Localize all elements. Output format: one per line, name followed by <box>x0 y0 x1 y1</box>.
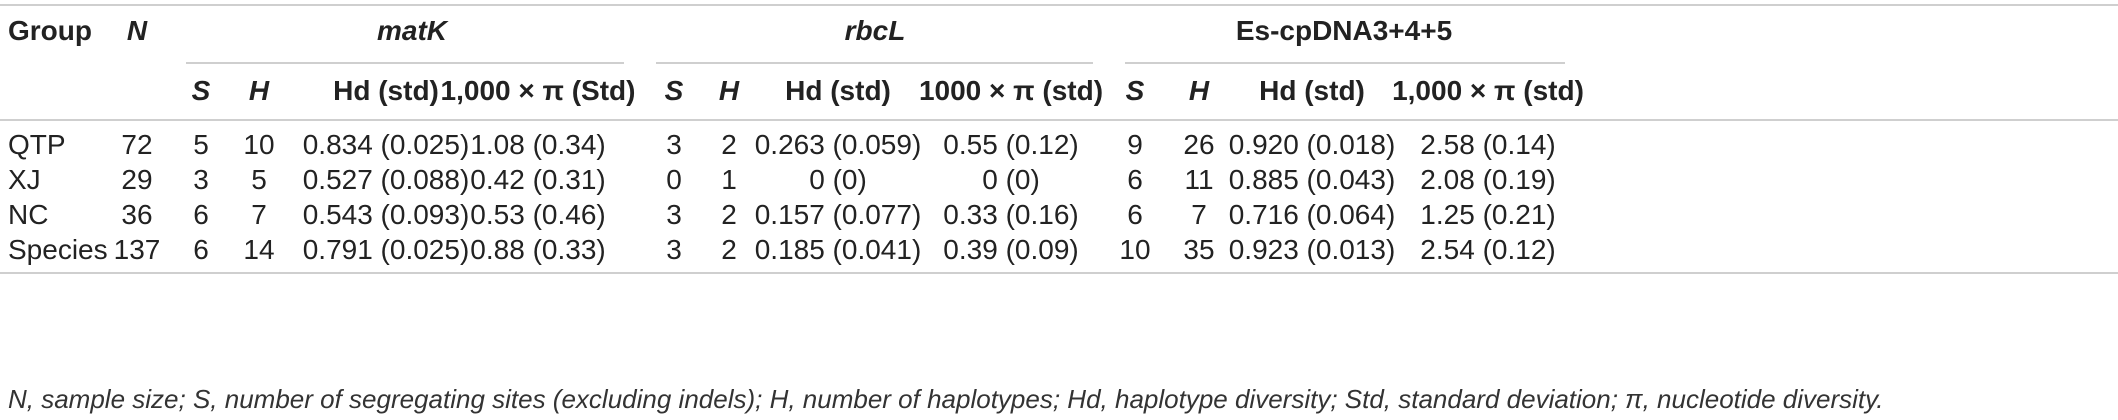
table-cell: 26 <box>1183 129 1215 160</box>
table-cell: 0.791 (0.025) <box>302 234 470 265</box>
header-group: Group <box>8 15 92 46</box>
table-cell: 0.543 (0.093) <box>302 199 470 230</box>
table-cell: 0.834 (0.025) <box>302 129 470 160</box>
rbcl-span-rule <box>656 62 1093 64</box>
subheader-matk-hd: Hd (std) <box>333 75 439 106</box>
subheader-matk-pi: 1,000 × π (Std) <box>440 75 636 106</box>
table-cell: 7 <box>1191 199 1207 230</box>
table-cell: 5 <box>251 164 267 195</box>
table-cell: 0.923 (0.013) <box>1228 234 1396 265</box>
table-cell: 1.25 (0.21) <box>1420 199 1556 230</box>
table-cell: 0.885 (0.043) <box>1228 164 1396 195</box>
row-label: XJ <box>8 164 41 195</box>
subheader-rbcl-pi: 1000 × π (std) <box>918 75 1104 106</box>
table-cell: 2.54 (0.12) <box>1420 234 1556 265</box>
table-cell: 7 <box>251 199 267 230</box>
escpdna-span-rule <box>1125 62 1565 64</box>
header-n: N <box>126 15 148 46</box>
subheader-escpdna-h: H <box>1188 75 1210 106</box>
table-cell: 0.716 (0.064) <box>1228 199 1396 230</box>
table-cell: 0.55 (0.12) <box>943 129 1079 160</box>
row-label: NC <box>8 199 49 230</box>
header-bottom-rule <box>0 119 2118 121</box>
table-cell: 0.157 (0.077) <box>754 199 922 230</box>
table-cell: 72 <box>121 129 153 160</box>
table-cell: 2 <box>721 234 737 265</box>
table-cell: 0 (0) <box>982 164 1040 195</box>
subheader-matk-s: S <box>191 75 211 106</box>
table-cell: 5 <box>193 129 209 160</box>
table-cell: 3 <box>666 129 682 160</box>
table-cell: 0 (0) <box>809 164 867 195</box>
table-cell: 2 <box>721 199 737 230</box>
header-escpdna: Es-cpDNA3+4+5 <box>1235 15 1453 46</box>
table-cell: 0 <box>666 164 682 195</box>
header-rbcl: rbcL <box>844 15 906 46</box>
table-cell: 0.263 (0.059) <box>754 129 922 160</box>
table-cell: 10 <box>243 129 275 160</box>
subheader-rbcl-hd: Hd (std) <box>785 75 891 106</box>
table-cell: 3 <box>666 199 682 230</box>
table-cell: 137 <box>113 234 161 265</box>
table-cell: 14 <box>243 234 275 265</box>
row-label: Species <box>8 234 108 265</box>
table-cell: 0.185 (0.041) <box>754 234 922 265</box>
table-cell: 3 <box>193 164 209 195</box>
table-cell: 1.08 (0.34) <box>470 129 606 160</box>
table-cell: 0.39 (0.09) <box>943 234 1079 265</box>
table-cell: 0.920 (0.018) <box>1228 129 1396 160</box>
subheader-matk-h: H <box>248 75 270 106</box>
table-cell: 2.58 (0.14) <box>1420 129 1556 160</box>
table-cell: 6 <box>193 199 209 230</box>
header-matk: matK <box>376 15 448 46</box>
table-cell: 0.33 (0.16) <box>943 199 1079 230</box>
table-cell: 0.527 (0.088) <box>302 164 470 195</box>
table-cell: 6 <box>1127 199 1143 230</box>
table-cell: 9 <box>1127 129 1143 160</box>
subheader-escpdna-hd: Hd (std) <box>1259 75 1365 106</box>
matk-span-rule <box>186 62 624 64</box>
table-cell: 11 <box>1184 164 1214 195</box>
table-cell: 6 <box>193 234 209 265</box>
table-cell: 2.08 (0.19) <box>1420 164 1556 195</box>
table-cell: 2 <box>721 129 737 160</box>
table-cell: 6 <box>1127 164 1143 195</box>
table-cell: 0.88 (0.33) <box>470 234 606 265</box>
subheader-escpdna-s: S <box>1125 75 1145 106</box>
table-cell: 29 <box>121 164 153 195</box>
footnote: N, sample size; S, number of segregating… <box>8 384 1884 414</box>
table-cell: 36 <box>121 199 153 230</box>
table-cell: 10 <box>1119 234 1151 265</box>
top-rule <box>0 4 2118 6</box>
subheader-escpdna-pi: 1,000 × π (std) <box>1392 75 1584 106</box>
subheader-rbcl-h: H <box>718 75 740 106</box>
table-cell: 0.42 (0.31) <box>470 164 606 195</box>
table-cell: 35 <box>1183 234 1215 265</box>
bottom-rule <box>0 272 2118 274</box>
table-cell: 0.53 (0.46) <box>470 199 606 230</box>
table-cell: 1 <box>721 164 737 195</box>
row-label: QTP <box>8 129 66 160</box>
table-cell: 3 <box>666 234 682 265</box>
subheader-rbcl-s: S <box>664 75 684 106</box>
